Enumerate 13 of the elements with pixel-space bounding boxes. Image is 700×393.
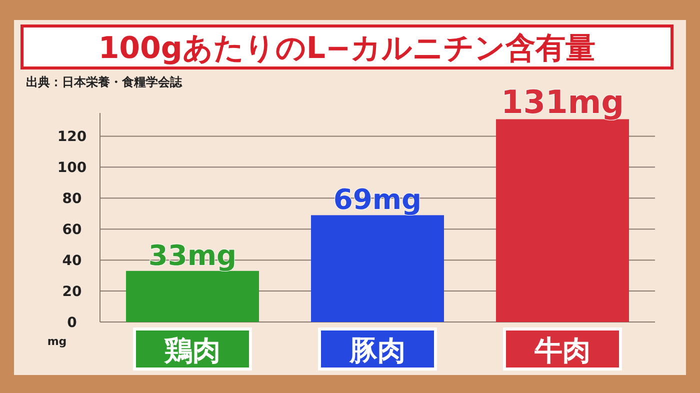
ytick: 60	[62, 222, 82, 238]
ytick: 120	[57, 129, 87, 146]
ylabel: mg	[47, 335, 67, 348]
ytick: 0	[67, 315, 77, 331]
category: 牛肉	[534, 334, 590, 367]
ytick: 80	[62, 191, 82, 208]
title: 100gあたりのL−カルニチン含有量	[98, 31, 596, 66]
ytick: 100	[57, 160, 87, 176]
category: 鶏肉	[164, 334, 220, 367]
ytick: 20	[62, 284, 82, 300]
ytick: 40	[62, 253, 82, 270]
category: 豚肉	[350, 334, 406, 367]
annotation: 出典：日本栄養・食糧学会誌	[26, 75, 182, 89]
